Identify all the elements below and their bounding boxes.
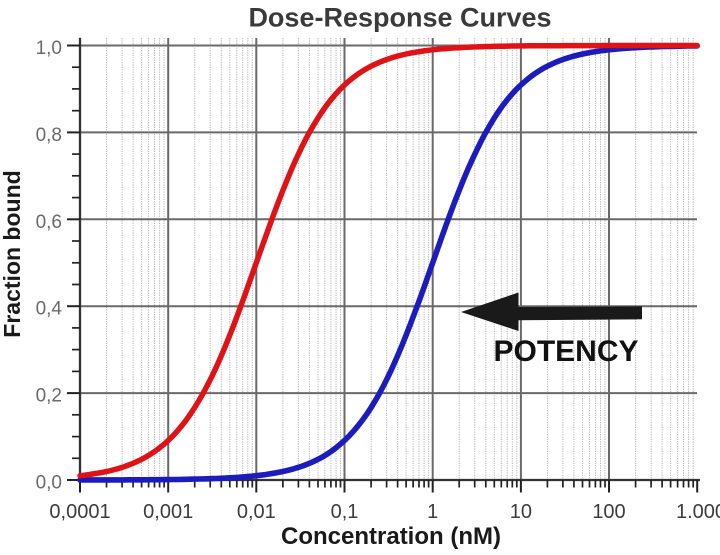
svg-text:Fraction bound: Fraction bound <box>0 170 25 337</box>
svg-text:0,0001: 0,0001 <box>49 501 110 523</box>
svg-text:10: 10 <box>510 501 532 523</box>
svg-text:0,1: 0,1 <box>331 501 359 523</box>
svg-text:100: 100 <box>592 501 625 523</box>
svg-text:POTENCY: POTENCY <box>493 335 638 368</box>
svg-text:1: 1 <box>427 501 438 523</box>
svg-text:0,0: 0,0 <box>36 473 62 494</box>
svg-text:0,2: 0,2 <box>36 386 62 407</box>
svg-text:1,0: 1,0 <box>36 38 62 59</box>
svg-text:0,4: 0,4 <box>36 299 63 320</box>
svg-text:0,8: 0,8 <box>36 125 62 146</box>
svg-text:0,001: 0,001 <box>143 501 193 523</box>
svg-text:1.000: 1.000 <box>676 501 720 523</box>
svg-text:0,6: 0,6 <box>36 212 62 233</box>
svg-text:0,01: 0,01 <box>237 501 276 523</box>
svg-text:Concentration (nM): Concentration (nM) <box>281 523 501 550</box>
svg-text:Dose-Response Curves: Dose-Response Curves <box>248 3 551 33</box>
